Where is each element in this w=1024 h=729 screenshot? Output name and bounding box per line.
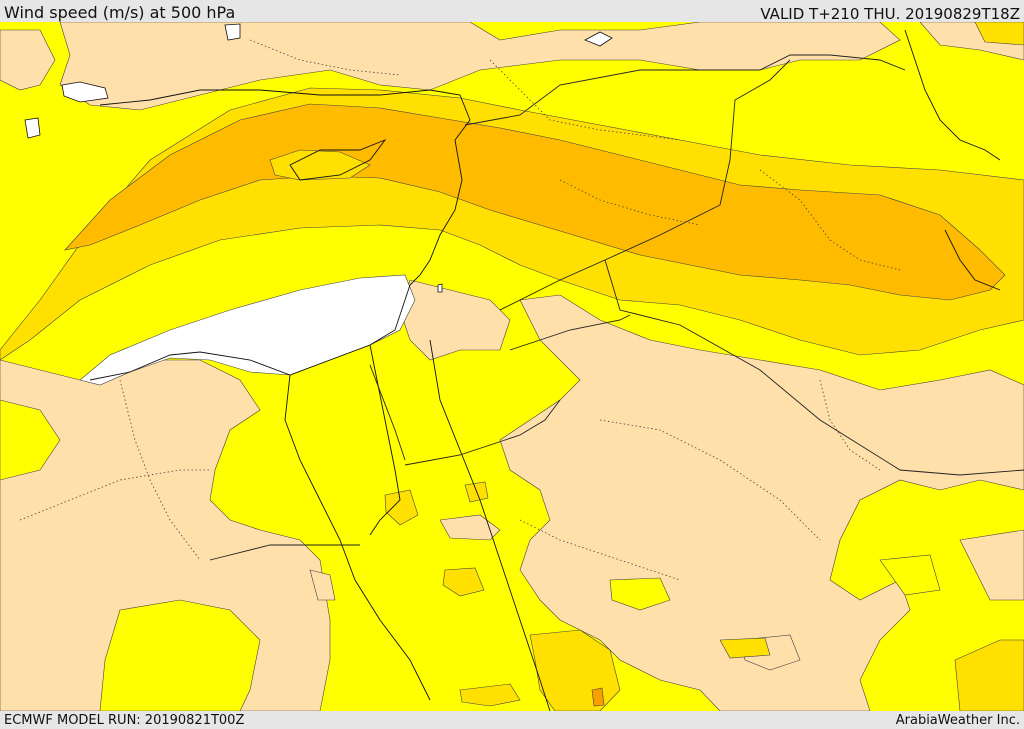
coast-cyprus (289, 138, 387, 181)
yellow-region-libya-lobe (0, 399, 61, 481)
border-iraq-saudi (604, 259, 1024, 476)
water-marmara (61, 81, 109, 103)
coast-gulf (944, 229, 1001, 291)
yellow-region-sudan (99, 599, 261, 711)
coast-caspian (904, 29, 1001, 161)
coast-levant (409, 139, 463, 286)
admin-border-3 (489, 59, 681, 141)
coast-red-sea-west (284, 374, 431, 701)
water-bodies (24, 23, 613, 293)
yellow-region-arabia-inner (609, 577, 671, 611)
wind-speed-map (0, 22, 1024, 711)
admin-borders (19, 39, 901, 581)
tan-region-red-sea-patch (309, 569, 336, 601)
gold-patch-sinai (384, 489, 419, 526)
water-lake-van (584, 31, 613, 47)
map-title: Wind speed (m/s) at 500 hPa (4, 3, 236, 22)
gold-patch-ethiopia (459, 683, 521, 707)
gold-patch-red-sea (442, 567, 485, 597)
border-egypt-sudan (209, 544, 360, 561)
border-turkey-syria (464, 54, 906, 126)
tan-region-anatolia (59, 22, 901, 111)
border-saudi-egypt (404, 399, 561, 466)
model-run-label: ECMWF MODEL RUN: 20190821T00Z (4, 713, 245, 728)
border-israel-egypt (369, 364, 406, 461)
map-canvas (0, 22, 1024, 711)
band-yellow-islands (0, 399, 941, 711)
footer-bar (0, 711, 1024, 729)
band-light-tan-regions (0, 22, 1024, 711)
header-bar (0, 0, 1024, 22)
admin-border-4 (759, 169, 901, 271)
coast-red-sea-east (429, 339, 551, 711)
gold-patch-gulf (719, 637, 771, 659)
band-dark-orange-patch (591, 687, 605, 707)
valid-time-label: VALID T+210 THU. 20190829T18Z (760, 5, 1020, 23)
country-borders (209, 54, 1024, 561)
tan-region-aegean (0, 29, 56, 91)
water-dead-sea (437, 283, 443, 293)
gold-patch-oman (954, 639, 1024, 711)
admin-border-9 (819, 379, 881, 471)
admin-border-6 (519, 519, 681, 581)
coast-egypt-north (89, 284, 411, 381)
admin-border-5 (599, 419, 821, 541)
admin-border-1 (119, 379, 201, 561)
coast-anatolia-south (99, 89, 471, 141)
border-syria-iraq (499, 59, 791, 311)
credit-label: ArabiaWeather Inc. (895, 713, 1020, 728)
yellow-region-gulf (879, 554, 941, 596)
water-aegean-island (24, 117, 41, 139)
tan-region-oman-patch (959, 529, 1024, 601)
tan-region-levant (399, 279, 511, 361)
border-jordan-saudi (509, 314, 631, 351)
coast-gulf-suez (369, 344, 401, 536)
tan-region-sinai-patch (439, 514, 501, 541)
coastlines (89, 29, 1001, 711)
gold-patch-east (974, 22, 1024, 46)
water-lake-tuz (224, 23, 241, 41)
